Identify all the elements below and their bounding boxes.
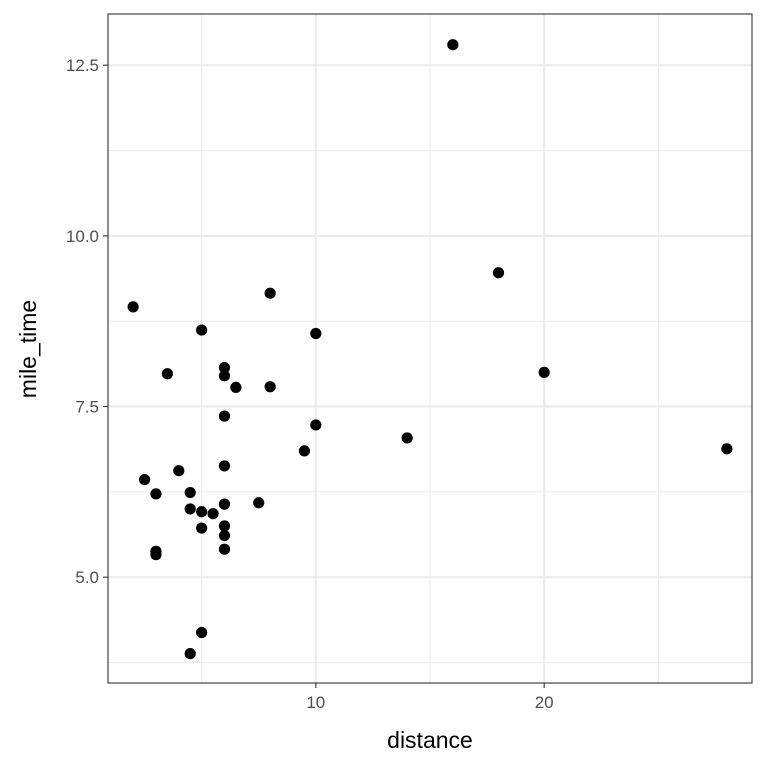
data-point (447, 39, 459, 51)
data-point (218, 362, 231, 374)
data-point (264, 381, 276, 393)
data-point (253, 497, 265, 509)
data-point (218, 529, 231, 542)
x-tick-label: 10 (306, 693, 325, 712)
y-axis: 5.0 7.5 10.0 12.5 (66, 56, 108, 587)
data-point (184, 486, 196, 499)
data-point (310, 419, 322, 431)
data-point (218, 543, 231, 555)
data-point (218, 410, 231, 422)
data-point (173, 465, 185, 477)
data-point (218, 498, 231, 510)
data-point (538, 366, 550, 378)
plot-panel-border (107, 13, 753, 684)
data-point (218, 460, 231, 472)
data-points (127, 39, 733, 660)
data-point (298, 445, 310, 457)
y-tick-label: 7.5 (75, 398, 99, 417)
data-point (492, 267, 505, 279)
data-point (196, 522, 208, 534)
data-point (721, 443, 733, 455)
x-axis: 10 20 (306, 683, 554, 712)
data-point (138, 473, 151, 486)
data-point (161, 368, 173, 380)
y-tick-label: 12.5 (66, 56, 99, 75)
x-tick-label: 20 (535, 693, 554, 712)
minor-gridlines (108, 14, 752, 683)
data-point (264, 287, 276, 299)
y-tick-label: 10.0 (66, 227, 99, 246)
data-point (196, 324, 208, 336)
x-axis-title: distance (387, 727, 473, 753)
major-gridlines (108, 14, 752, 683)
y-axis-title: mile_time (15, 300, 41, 398)
data-point (401, 432, 413, 444)
data-point (150, 549, 162, 561)
data-point (127, 301, 139, 313)
data-point (184, 503, 196, 515)
y-tick-label: 5.0 (75, 568, 99, 587)
data-point (218, 520, 231, 532)
data-point (184, 648, 196, 660)
data-point (310, 327, 322, 340)
data-point (207, 508, 219, 520)
data-point (196, 506, 208, 518)
data-point (150, 488, 162, 500)
data-point (218, 370, 231, 382)
data-point (196, 626, 208, 639)
data-point (230, 381, 242, 394)
